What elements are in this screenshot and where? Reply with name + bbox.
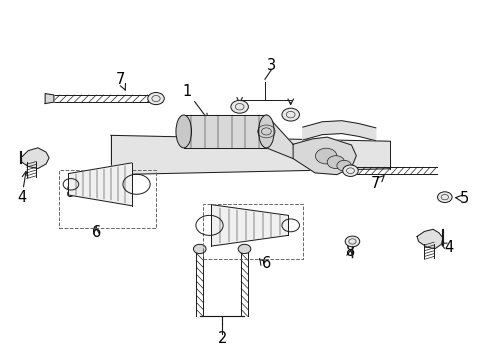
Polygon shape (302, 121, 375, 141)
Text: 6: 6 (91, 225, 101, 240)
Text: 2: 2 (217, 332, 226, 346)
Text: 8: 8 (345, 244, 354, 259)
Polygon shape (211, 204, 287, 246)
Polygon shape (45, 94, 54, 104)
Bar (59, 170, 156, 228)
Text: 4: 4 (17, 171, 28, 204)
Text: 1: 1 (182, 84, 207, 120)
Circle shape (230, 100, 248, 113)
Polygon shape (416, 229, 442, 249)
Circle shape (345, 236, 359, 247)
Circle shape (326, 156, 344, 168)
Circle shape (238, 244, 250, 253)
Text: 5: 5 (455, 191, 468, 206)
Circle shape (72, 175, 88, 187)
Text: 7: 7 (370, 176, 383, 191)
Polygon shape (292, 137, 356, 175)
Text: 3: 3 (266, 58, 275, 73)
Circle shape (437, 192, 451, 203)
Circle shape (147, 93, 164, 105)
Text: 4: 4 (440, 240, 452, 255)
Polygon shape (21, 148, 49, 168)
Circle shape (193, 244, 205, 253)
Circle shape (282, 108, 299, 121)
Polygon shape (68, 163, 131, 206)
Polygon shape (183, 115, 266, 148)
Polygon shape (266, 115, 292, 158)
Text: 6: 6 (261, 256, 270, 271)
Ellipse shape (176, 115, 191, 148)
Text: 7: 7 (116, 72, 125, 90)
Bar (203, 204, 302, 259)
Text: 8: 8 (66, 185, 78, 200)
Ellipse shape (258, 115, 274, 148)
Circle shape (342, 165, 358, 176)
Circle shape (336, 160, 351, 171)
Circle shape (315, 148, 336, 164)
Polygon shape (111, 135, 389, 175)
